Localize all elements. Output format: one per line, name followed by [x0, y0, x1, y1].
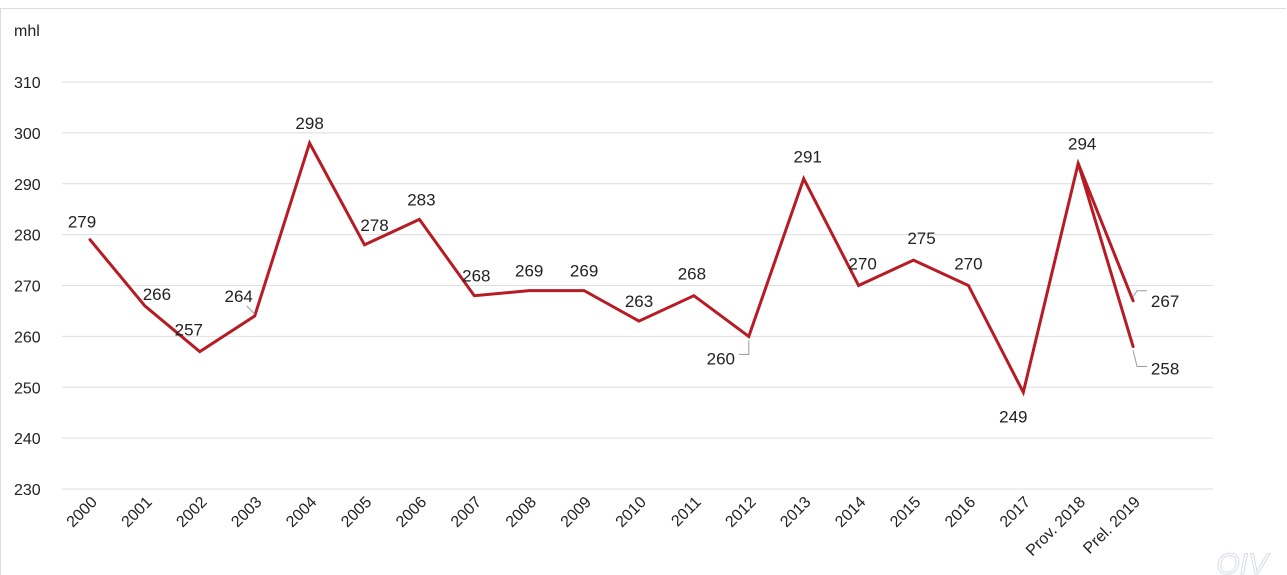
x-tick-label: 2012: [722, 494, 759, 531]
series-lines: [88, 139, 1135, 397]
data-label: 266: [143, 285, 171, 304]
leader-lines: [246, 290, 1148, 368]
chart-frame: [0, 8, 1286, 575]
x-tick-label: 2009: [558, 494, 595, 531]
data-label: 294: [1068, 134, 1096, 153]
data-label: 298: [295, 114, 323, 133]
y-tick-label: 280: [14, 228, 41, 245]
gridlines: [62, 81, 1213, 490]
data-label: 278: [360, 216, 388, 235]
x-tick-label: Prel. 2019: [1080, 494, 1144, 558]
y-tick-label: 240: [14, 431, 41, 448]
y-axis-unit: mhl: [14, 23, 40, 40]
x-tick-label: 2004: [283, 494, 320, 531]
y-tick-label: 250: [14, 380, 41, 397]
leader-line: [738, 340, 750, 355]
x-tick-label: 2005: [338, 494, 375, 531]
y-tick-label: 310: [14, 75, 41, 92]
x-tick-label: 2017: [997, 494, 1034, 531]
data-label: 269: [515, 262, 543, 281]
data-label: 249: [999, 407, 1027, 426]
x-tick-label: 2006: [393, 494, 430, 531]
data-label: 268: [462, 267, 490, 286]
data-label: 264: [225, 287, 253, 306]
data-label: 283: [407, 190, 435, 209]
x-tick-label: 2003: [228, 494, 265, 531]
x-tick-label: 2000: [64, 494, 101, 531]
y-tick-label: 290: [14, 177, 41, 194]
leader-line: [1132, 290, 1148, 298]
leader-line: [246, 305, 256, 315]
y-tick-label: 300: [14, 126, 41, 143]
data-label: 267: [1151, 292, 1179, 311]
data-label: 269: [570, 262, 598, 281]
data-label: 270: [848, 255, 876, 274]
data-label-extra: 258: [1151, 360, 1179, 379]
x-tick-label: 2015: [887, 494, 924, 531]
y-tick-label: 230: [14, 482, 41, 499]
data-label: 263: [625, 292, 653, 311]
x-axis-ticks: 2000 2001 2002 2003 2004 2005 2006 2007 2008 2009…: [64, 494, 1144, 560]
x-tick-label: 2010: [613, 494, 650, 531]
data-label: 257: [175, 321, 203, 340]
watermark-logo: OIV: [1216, 548, 1271, 575]
data-label: 268: [678, 265, 706, 284]
data-label: 279: [68, 213, 96, 232]
x-tick-label: 2014: [832, 494, 869, 531]
data-label: 260: [707, 349, 735, 368]
x-tick-label: Prov. 2018: [1023, 494, 1089, 560]
data-label: 291: [794, 148, 822, 167]
series-line-2: [1076, 161, 1135, 349]
y-tick-label: 270: [14, 279, 41, 296]
x-tick-label: 2001: [119, 494, 156, 531]
series-line-1: [88, 139, 1135, 397]
y-axis-ticks: 230 240 250 260 270 280 290 300 310: [14, 75, 41, 499]
data-label: 270: [954, 255, 982, 274]
x-tick-label: 2016: [942, 494, 979, 531]
x-tick-label: 2011: [668, 494, 704, 530]
x-tick-label: 2013: [777, 494, 814, 531]
leader-line: [1132, 350, 1148, 368]
x-tick-label: 2008: [503, 494, 540, 531]
x-tick-label: 2002: [173, 494, 210, 531]
data-label: 275: [907, 229, 935, 248]
x-tick-label: 2007: [448, 494, 485, 531]
y-tick-label: 260: [14, 329, 41, 346]
